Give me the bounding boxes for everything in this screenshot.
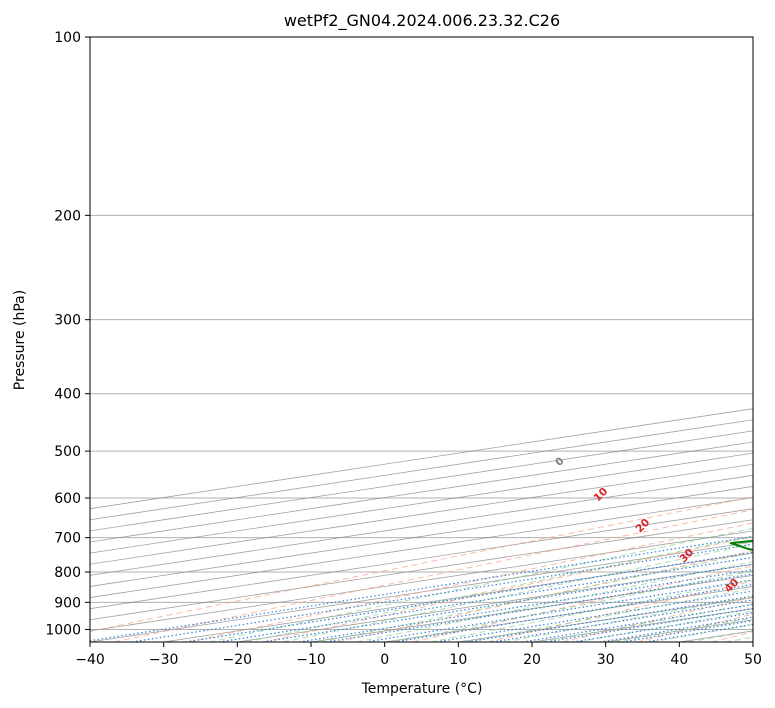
dry-adiabat-line <box>90 496 753 632</box>
isotherm-line <box>90 463 753 565</box>
y-tick-label: 200 <box>54 208 81 224</box>
y-tick-label: 700 <box>54 531 81 547</box>
grid-layer <box>90 37 753 642</box>
y-tick-label: 900 <box>54 595 81 611</box>
y-tick-label: 1000 <box>45 622 81 638</box>
plot-frame <box>89 36 754 643</box>
plot-background <box>90 37 753 642</box>
x-tick-label: −30 <box>149 652 179 668</box>
x-axis-label: Temperature (°C) <box>361 681 483 697</box>
isotherm-line <box>90 474 753 576</box>
chart-title: wetPf2_GN04.2024.006.23.32.C26 <box>284 11 560 31</box>
x-tick-label: 0 <box>380 652 389 668</box>
moist-adiabat-line <box>356 561 753 642</box>
tick-layer: −40 −30 −20 −10 0 10 20 30 40 50 100 200 300 400 500 60… <box>45 30 762 668</box>
isotherm-line <box>90 452 753 554</box>
x-tick-label: −20 <box>223 652 253 668</box>
moist-adiabat-line <box>430 579 753 642</box>
mixing-ratio-line <box>365 579 753 642</box>
y-tick-label: 400 <box>54 387 81 403</box>
y-tick-label: 100 <box>54 30 81 46</box>
y-axis-label: Pressure (hPa) <box>12 290 28 390</box>
isotherm-line <box>90 530 753 632</box>
y-tick-label: 600 <box>54 491 81 507</box>
x-tick-label: 20 <box>523 652 541 668</box>
moist-adiabat-line <box>503 595 753 642</box>
mixing-ratio-line <box>394 583 753 642</box>
isotherm-line <box>90 486 753 587</box>
moist-adiabat-line <box>246 535 753 642</box>
y-tick-label: 800 <box>54 565 81 581</box>
x-tick-label: 10 <box>449 652 467 668</box>
dry-adiabat-line <box>114 509 753 642</box>
x-tick-label: 50 <box>744 652 762 668</box>
isotherm-line <box>90 441 753 543</box>
isotherm-line <box>752 641 753 642</box>
isotherm-line <box>90 497 753 598</box>
mixing-ratio-line <box>185 551 753 642</box>
x-tick-label: −10 <box>296 652 326 668</box>
isotherm-line <box>90 519 753 621</box>
x-tick-label: 30 <box>597 652 615 668</box>
mixing-ratio-line <box>325 573 753 642</box>
x-tick-label: −40 <box>75 652 105 668</box>
y-tick-label: 300 <box>54 313 81 329</box>
x-tick-label: 40 <box>670 652 688 668</box>
mixing-ratio-line <box>299 569 753 642</box>
moist-adiabat-line <box>209 527 753 642</box>
isotherm-line <box>90 508 753 610</box>
y-tick-label: 500 <box>54 444 81 460</box>
